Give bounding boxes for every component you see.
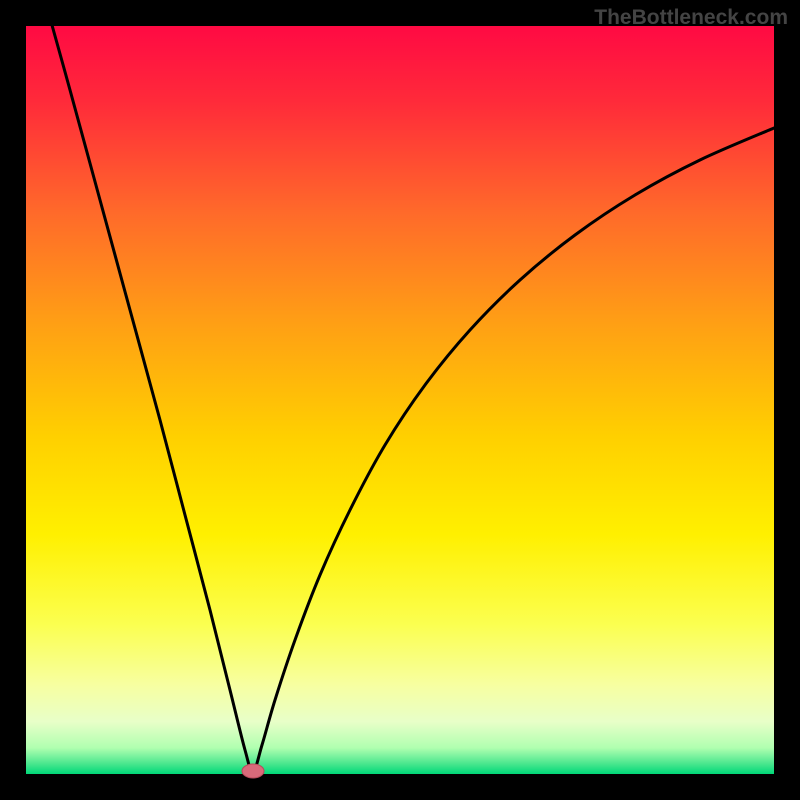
chart-svg bbox=[0, 0, 800, 800]
plot-background bbox=[26, 26, 774, 774]
bottleneck-chart: TheBottleneck.com bbox=[0, 0, 800, 800]
minimum-marker bbox=[242, 764, 264, 778]
watermark-text: TheBottleneck.com bbox=[594, 6, 788, 30]
